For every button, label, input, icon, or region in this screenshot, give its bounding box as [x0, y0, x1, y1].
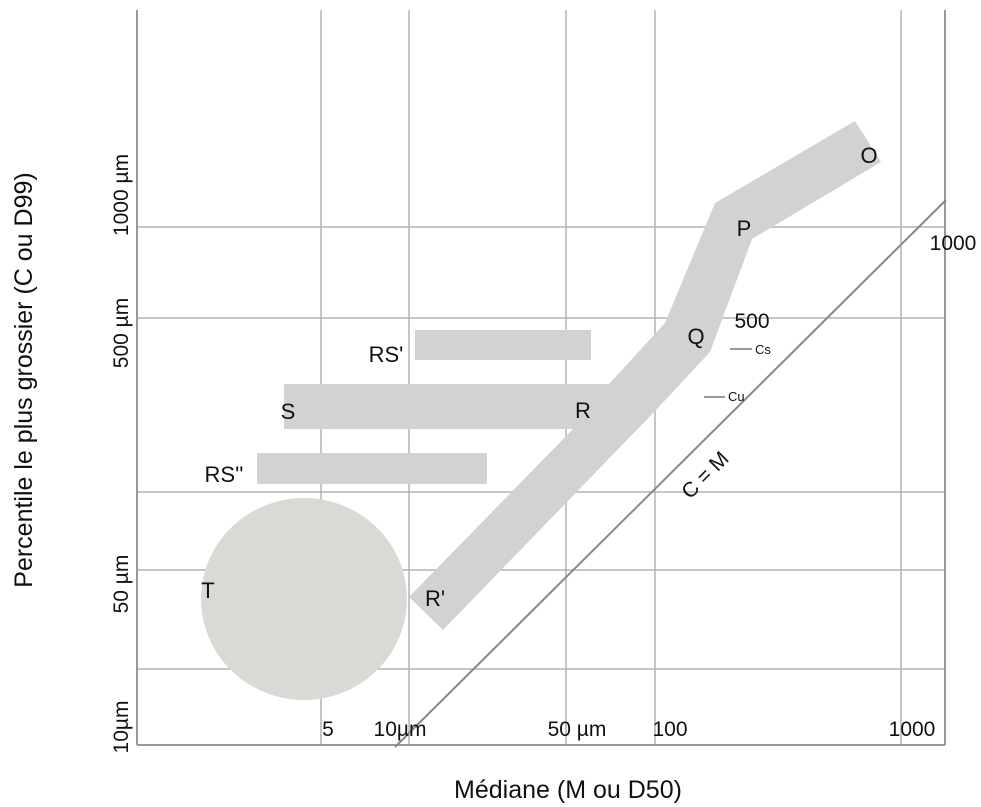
xtick-10: 10µm [374, 718, 427, 741]
label-zone-s: S [281, 399, 296, 424]
band-rs-prime [415, 330, 591, 360]
line-c-equals-m [394, 199, 947, 748]
band-rs-double-prime [257, 453, 487, 484]
x-axis-title: Médiane (M ou D50) [454, 776, 682, 804]
ytick-1000: 1000 µm [110, 154, 133, 236]
label-zone-rs-double-prime: RS'' [205, 462, 244, 487]
label-ref-1000: 1000 [930, 232, 977, 255]
label-zone-q: Q [687, 324, 704, 349]
y-axis-title: Percentile le plus grossier (C ou D99) [10, 172, 38, 587]
label-zone-t: T [201, 578, 214, 603]
ytick-10: 10µm [110, 701, 133, 754]
label-zone-o: O [860, 143, 877, 168]
xtick-50: 50 µm [548, 718, 607, 741]
label-zone-r: R [575, 398, 591, 423]
label-zone-r-prime: R' [425, 586, 445, 611]
zone-t-circle [201, 498, 407, 700]
xtick-1000: 1000 [889, 718, 936, 741]
grid [137, 10, 945, 745]
label-zone-rs-prime: RS' [369, 342, 404, 367]
label-zone-p: P [737, 216, 752, 241]
xtick-5: 5 [322, 718, 334, 741]
label-c-equals-m: C = M [677, 447, 733, 503]
label-ref-500: 500 [734, 310, 769, 333]
ytick-500: 500 µm [110, 298, 133, 368]
label-cs: Cs [755, 342, 771, 357]
band-main-path [284, 121, 881, 630]
label-cu: Cu [728, 389, 745, 404]
ytick-50: 50 µm [110, 555, 133, 614]
xtick-100: 100 [652, 718, 687, 741]
